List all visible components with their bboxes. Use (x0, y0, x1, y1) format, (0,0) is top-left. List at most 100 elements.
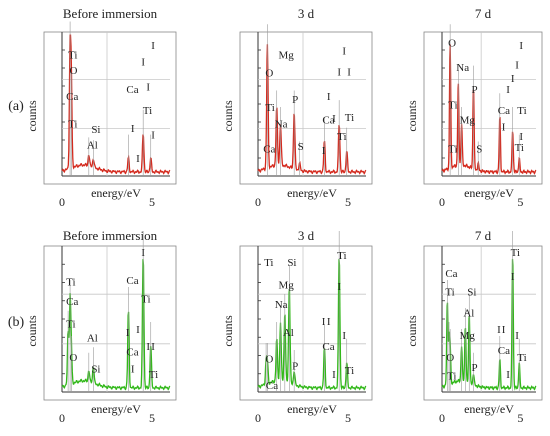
element-label: Ca (445, 268, 457, 280)
x-tick-label: 0 (255, 195, 261, 209)
element-label: I (151, 341, 155, 353)
element-label: P (471, 362, 477, 374)
element-label: Ti (143, 105, 152, 117)
element-label: P (292, 94, 298, 106)
element-label: O (448, 37, 456, 49)
x-tick-label: 0 (255, 411, 261, 425)
element-label: Al (87, 139, 98, 151)
element-label: I (332, 113, 336, 125)
element-label: I (337, 66, 341, 78)
element-label: Ti (337, 131, 346, 143)
eds-panel-3: 7 dONaTiPMgSTiCaTiTiIIIIIIcountsenergy/e… (405, 6, 543, 209)
element-label: O (70, 65, 78, 77)
x-tick-label: 5 (345, 195, 351, 209)
element-label: Ca (266, 380, 278, 392)
element-label: S (298, 141, 304, 153)
element-label: Ti (265, 102, 274, 114)
element-label: Al (283, 327, 294, 339)
spectrum-line (61, 34, 171, 175)
element-label: I (502, 121, 506, 133)
element-label: I (519, 40, 523, 52)
element-label: Na (456, 62, 469, 74)
x-tick-label: 0 (59, 195, 65, 209)
element-label: I (136, 153, 140, 165)
element-label: I (151, 130, 155, 142)
panel-title: 7 d (475, 6, 492, 21)
element-label: Ca (126, 84, 138, 96)
spectrum-line (257, 259, 367, 391)
panel-title: 7 d (475, 228, 492, 243)
element-label: I (151, 40, 155, 52)
x-axis-label: energy/eV (287, 186, 337, 200)
element-label: Ti (515, 142, 524, 154)
element-label: Si (91, 363, 100, 375)
element-label: I (506, 84, 510, 96)
element-label: O (265, 354, 273, 366)
element-label: Ca (66, 91, 78, 103)
element-label: Ti (511, 247, 520, 259)
spectrum-line (257, 44, 367, 175)
element-label: Ca (322, 115, 334, 127)
element-label: P (471, 84, 477, 96)
element-label: I (511, 73, 515, 85)
element-label: I (347, 66, 351, 78)
element-label: I (126, 327, 130, 339)
element-label: Ti (264, 257, 273, 269)
x-axis-label: energy/eV (91, 402, 141, 416)
element-label: Ca (322, 341, 334, 353)
element-label: I (497, 324, 501, 336)
y-axis-label: counts (25, 100, 39, 132)
panel-title: Before immersion (63, 6, 158, 21)
x-tick-label: 0 (59, 411, 65, 425)
eds-panel-4: Before immersionTiCaTiOAlSiCaTiCaTiIIIII… (25, 228, 177, 425)
element-label: O (69, 352, 77, 364)
y-axis-label: counts (405, 100, 419, 132)
element-label: Na (275, 119, 288, 131)
element-label: Si (467, 286, 476, 298)
element-label: Si (287, 257, 296, 269)
element-label: P (292, 361, 298, 373)
element-label: Ti (68, 50, 77, 62)
x-tick-label: 0 (439, 195, 445, 209)
x-tick-label: 5 (345, 411, 351, 425)
x-tick-label: 0 (439, 411, 445, 425)
element-label: I (332, 369, 336, 381)
panel-frame (239, 31, 373, 185)
element-label: Ti (447, 370, 456, 382)
element-label: Mg (460, 330, 476, 342)
element-label: I (506, 369, 510, 381)
element-label: Al (87, 333, 98, 345)
spectrum-line (441, 259, 537, 391)
x-axis-label: energy/eV (464, 186, 514, 200)
element-label: I (136, 324, 140, 336)
element-label: I (502, 324, 506, 336)
element-label: I (141, 57, 145, 69)
x-tick-label: 5 (149, 195, 155, 209)
element-label: Mg (460, 115, 476, 127)
element-label: Ti (517, 105, 526, 117)
x-axis-label: energy/eV (464, 402, 514, 416)
element-label: I (327, 91, 331, 103)
element-label: Ca (498, 345, 510, 357)
panel-frame (423, 31, 543, 185)
element-label: Ti (445, 286, 454, 298)
eds-panel-1: Before immersionTiOCaTiAlSiCaTiIIIIIIcou… (25, 6, 177, 209)
element-label: I (322, 316, 326, 328)
y-axis-label: counts (221, 315, 235, 347)
element-label: Ti (66, 277, 75, 289)
element-label: I (131, 363, 135, 375)
y-axis-label: counts (221, 100, 235, 132)
panel-frame (43, 245, 177, 401)
row-label-a: (a) (8, 99, 24, 114)
element-label: I (322, 145, 326, 157)
element-label: Ti (517, 352, 526, 364)
element-label: I (342, 330, 346, 342)
element-label: I (511, 271, 515, 283)
element-label: S (476, 144, 482, 156)
y-axis-label: counts (405, 315, 419, 347)
element-label: Ti (149, 369, 158, 381)
